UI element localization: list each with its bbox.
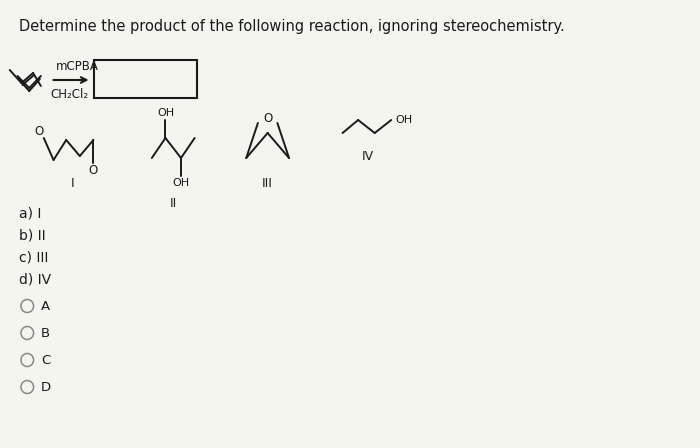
Text: c) III: c) III [20,250,49,264]
Text: d) IV: d) IV [20,272,52,286]
Text: IV: IV [362,150,374,163]
Text: OH: OH [157,108,174,118]
Text: b) II: b) II [20,228,46,242]
Text: II: II [169,197,177,210]
Text: OH: OH [395,115,412,125]
Text: O: O [89,164,98,177]
Text: III: III [262,177,273,190]
Text: D: D [41,380,51,393]
Text: B: B [41,327,50,340]
Text: mCPBA: mCPBA [55,60,98,73]
Text: a) I: a) I [20,206,42,220]
Text: A: A [41,300,50,313]
Text: C: C [41,353,50,366]
Text: Determine the product of the following reaction, ignoring stereochemistry.: Determine the product of the following r… [20,18,565,34]
Bar [94,60,197,98]
Text: O: O [34,125,43,138]
Text: OH: OH [172,178,190,188]
Text: I: I [71,177,75,190]
Text: O: O [263,112,272,125]
Text: CH₂Cl₂: CH₂Cl₂ [50,87,89,100]
